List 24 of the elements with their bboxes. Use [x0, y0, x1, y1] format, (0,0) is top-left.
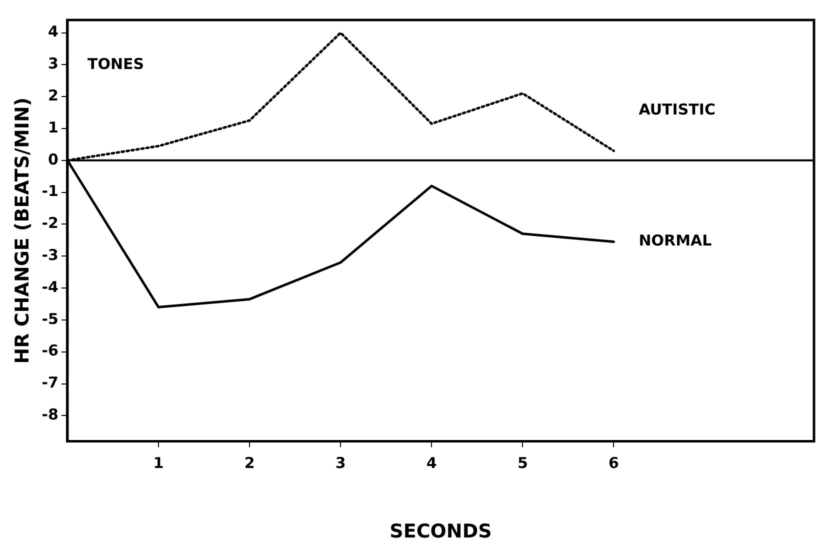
y-tick-label: -6	[42, 342, 58, 360]
y-tick-label: -3	[42, 246, 58, 264]
y-tick-label: 3	[48, 54, 58, 73]
x-tick-label: 1	[153, 454, 164, 472]
series-label: NORMAL	[638, 232, 712, 250]
y-tick-label: 2	[48, 86, 58, 104]
x-tick-label: 2	[244, 454, 255, 472]
y-tick-label: 4	[48, 22, 58, 41]
y-tick-label: -4	[42, 278, 58, 296]
x-tick-label: 4	[426, 454, 437, 472]
x-tick-label: 5	[517, 454, 528, 472]
annotation: TONES	[87, 54, 144, 73]
y-tick-label: -5	[42, 310, 58, 328]
y-tick-label: 0	[48, 150, 58, 168]
y-tick-label: 1	[48, 118, 58, 136]
x-tick-label: 3	[335, 454, 346, 472]
x-axis-title: SECONDS	[390, 520, 492, 543]
text: AUTISTIC	[638, 100, 716, 119]
y-tick-label: -8	[42, 406, 58, 424]
x-tick-label: 6	[608, 454, 619, 472]
y-tick-label: -2	[42, 214, 58, 232]
y-tick-label: -1	[42, 182, 58, 200]
y-axis-title: HR CHANGE (BEATS/MIN)	[11, 97, 34, 364]
y-tick-label: -7	[42, 374, 58, 392]
